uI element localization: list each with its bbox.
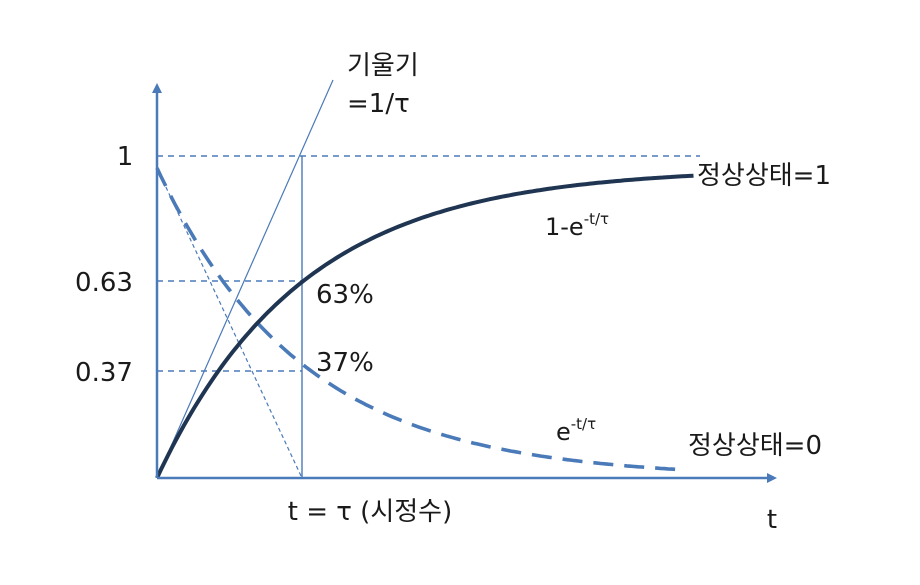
rise-equation-label: 1-e-t/τ [545,210,609,241]
tau-label: t = τ (시정수) [288,497,452,527]
decay-curve [155,167,680,472]
y-tick-one: 1 [117,142,134,172]
decay-equation-label: e-t/τ [556,415,596,446]
y-tick-063: 0.63 [75,268,133,298]
slope-label-line2: =1/τ [347,89,410,119]
slope-label-line1: 기울기 [347,51,419,81]
decay-marker-label: 37% [316,348,374,378]
rise-marker-label: 63% [316,280,374,310]
rise-curve [155,173,694,479]
steady-state-zero-label: 정상상태=0 [688,431,822,461]
rise-tangent-line [156,79,334,479]
decay-equation-base: e [556,418,571,446]
rise-equation-exponent: -t/τ [584,210,609,228]
decay-equation-exponent: -t/τ [571,415,596,433]
x-axis-label: t [767,505,777,535]
steady-state-one-label: 정상상태=1 [697,161,831,191]
decay-tangent-line [156,167,303,479]
rise-equation-base: 1-e [545,213,584,241]
y-tick-037: 0.37 [75,358,133,388]
